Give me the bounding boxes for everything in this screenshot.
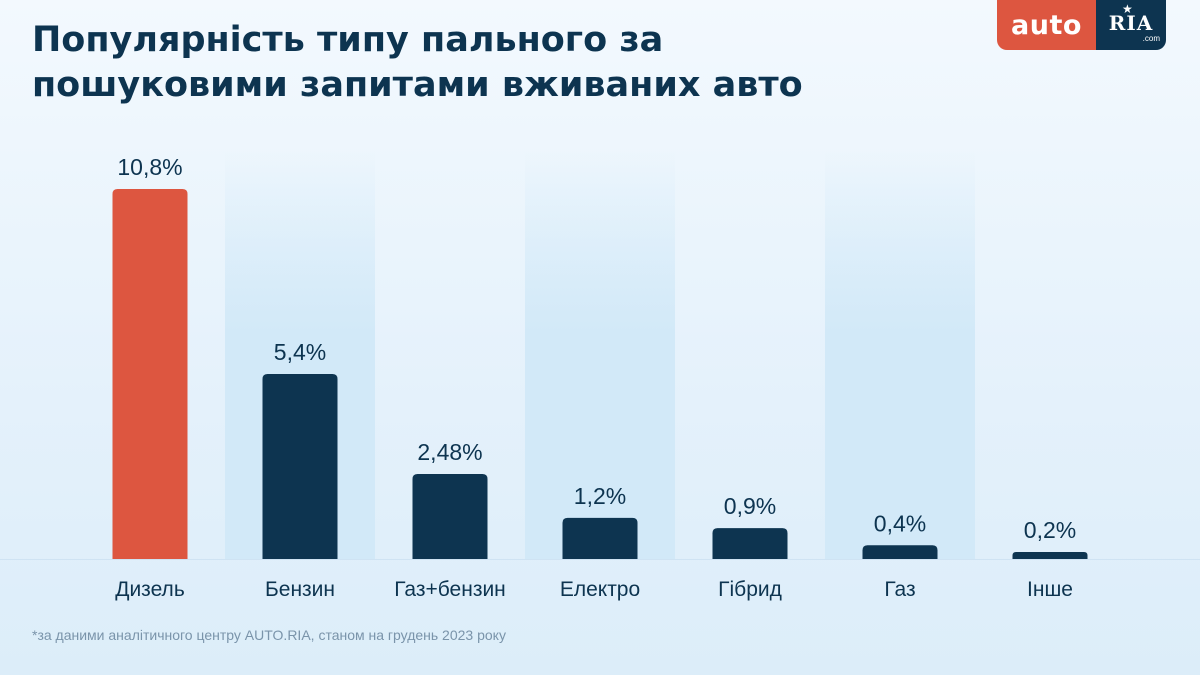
auto-ria-logo: auto ★ RIA .com xyxy=(997,0,1166,50)
background-band xyxy=(525,150,675,559)
logo-auto-text: auto xyxy=(997,0,1096,50)
baseline xyxy=(0,559,1200,560)
bar-2 xyxy=(412,474,488,559)
star-icon: ★ xyxy=(1122,2,1133,16)
bar-4 xyxy=(712,528,788,559)
category-label-0: Дизель xyxy=(115,578,185,601)
category-label-3: Електро xyxy=(560,578,640,601)
value-label-4: 0,9% xyxy=(724,493,776,519)
value-label-2: 2,48% xyxy=(417,439,482,465)
footnote: *за даними аналітичного центру AUTO.RIA,… xyxy=(32,627,506,643)
background-band xyxy=(825,150,975,559)
logo-ria-block: ★ RIA .com xyxy=(1096,0,1166,50)
value-label-3: 1,2% xyxy=(574,483,626,509)
chart-title: Популярність типу пального за пошуковими… xyxy=(32,20,803,105)
bar-0 xyxy=(112,189,188,559)
value-label-6: 0,2% xyxy=(1024,517,1076,543)
value-label-5: 0,4% xyxy=(874,510,926,536)
category-label-6: Інше xyxy=(1027,578,1073,601)
logo-ria-text: RIA xyxy=(1108,10,1154,35)
category-label-4: Гібрид xyxy=(718,578,782,601)
value-label-1: 5,4% xyxy=(274,339,326,365)
value-label-0: 10,8% xyxy=(117,154,182,180)
bar-3 xyxy=(562,517,638,559)
bar-1 xyxy=(262,374,338,559)
bar-chart: 10,8% Дизель 5,4% Бензин 2,48% Газ+бензин 1,2%… xyxy=(0,150,1200,601)
category-label-1: Бензин xyxy=(265,578,335,601)
logo-com-text: .com xyxy=(1142,33,1160,43)
category-label-5: Газ xyxy=(884,578,915,601)
bar-6 xyxy=(1012,552,1088,559)
bar-5 xyxy=(862,545,938,559)
category-label-2: Газ+бензин xyxy=(394,578,506,601)
